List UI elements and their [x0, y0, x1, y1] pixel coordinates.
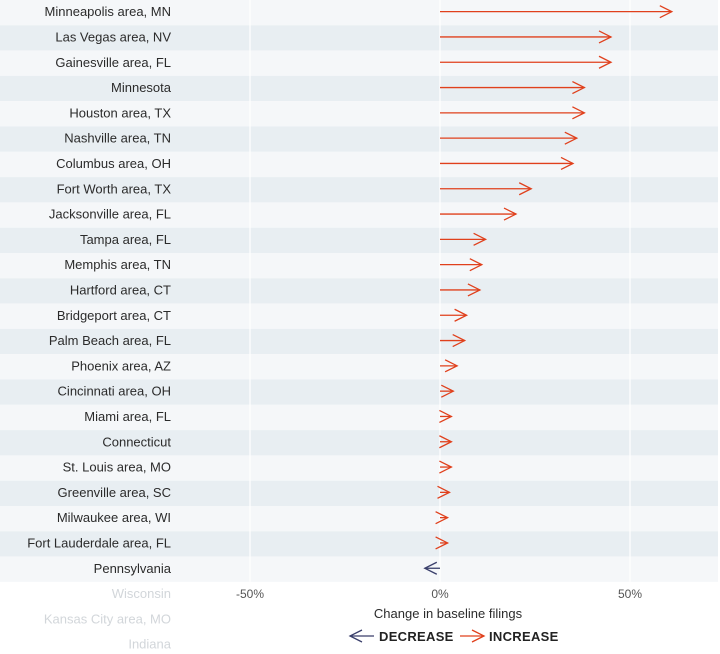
row-band	[0, 506, 718, 532]
legend-arrow-head	[471, 629, 486, 643]
arrow-head	[598, 30, 613, 44]
gridlines	[249, 0, 631, 582]
arrow-head	[467, 283, 482, 297]
arrow-head	[572, 106, 586, 120]
arrow-head	[452, 333, 467, 348]
arrow-head	[439, 460, 453, 474]
row-label: Minneapolis area, MN	[45, 4, 171, 19]
row-label: Minnesota	[111, 80, 172, 95]
row-label: Greenville area, SC	[58, 485, 171, 500]
row-label: Kansas City area, MO	[44, 611, 171, 626]
row-label: Palm Beach area, FL	[49, 333, 171, 348]
row-label: Las Vegas area, NV	[55, 29, 171, 44]
row-label: Miami area, FL	[84, 409, 171, 424]
row-band	[0, 430, 718, 456]
row-band	[0, 531, 718, 557]
x-tick-label: 50%	[618, 587, 642, 601]
row-label: Connecticut	[102, 434, 171, 449]
arrow-head	[454, 308, 469, 322]
legend-item: INCREASE	[460, 629, 559, 644]
x-axis-ticks: -50% 0% 50%	[236, 587, 642, 601]
legend-item: DECREASE	[348, 629, 454, 644]
row-band	[0, 253, 718, 279]
row-label: Phoenix area, AZ	[71, 358, 171, 373]
row-band	[0, 404, 718, 431]
row-band	[0, 354, 718, 380]
row-band	[0, 177, 718, 203]
arrow-head	[435, 511, 450, 525]
row-label: Gainesville area, FL	[55, 55, 171, 70]
row-label: Fort Worth area, TX	[57, 181, 172, 196]
row-band	[0, 101, 718, 127]
row-band	[0, 0, 718, 26]
arrow-head	[503, 207, 518, 221]
arrow-head	[598, 55, 613, 69]
row-band	[0, 480, 718, 506]
row-labels: Minneapolis area, MN Las Vegas area, NV Ga…	[27, 4, 172, 652]
arrow-head	[444, 359, 459, 373]
row-band	[0, 303, 718, 329]
arrow-head	[572, 80, 586, 95]
row-label: Wisconsin	[112, 586, 171, 601]
arrow-head	[659, 5, 674, 19]
row-label: Houston area, TX	[69, 105, 171, 120]
row-label: Hartford area, CT	[70, 282, 171, 297]
x-tick-label: 0%	[431, 587, 449, 601]
arrow-head	[473, 232, 488, 246]
row-band	[0, 126, 718, 152]
row-band	[0, 556, 718, 582]
row-label: St. Louis area, MO	[63, 460, 171, 475]
arrow-head	[518, 182, 533, 196]
row-label: Jacksonville area, FL	[49, 207, 171, 222]
legend-label: INCREASE	[489, 629, 559, 644]
legend-label: DECREASE	[379, 629, 454, 644]
row-band	[0, 328, 718, 355]
arrow-head	[435, 536, 450, 550]
arrow-head	[469, 258, 484, 272]
arrow-head	[441, 384, 455, 398]
row-label: Fort Lauderdale area, FL	[27, 535, 171, 550]
arrow-head	[423, 561, 438, 575]
row-band	[0, 151, 718, 178]
row-band	[0, 227, 718, 253]
arrow-head	[439, 409, 453, 424]
row-label: Bridgeport area, CT	[57, 308, 171, 323]
row-band	[0, 50, 718, 76]
row-label: Cincinnati area, OH	[58, 384, 171, 399]
arrow-marks	[423, 5, 674, 575]
legend: DECREASE INCREASE	[348, 629, 559, 644]
row-label: Pennsylvania	[94, 561, 172, 576]
row-band	[0, 25, 718, 51]
arrow-head	[560, 156, 575, 171]
row-band	[0, 278, 718, 304]
row-label: Columbus area, OH	[56, 156, 171, 171]
arrow-head	[564, 131, 579, 145]
row-label: Indiana	[128, 637, 171, 652]
legend-arrow-head	[348, 629, 363, 643]
arrow-head	[439, 435, 453, 449]
arrow-head	[437, 485, 451, 499]
row-label: Nashville area, TN	[64, 131, 171, 146]
row-bands	[0, 0, 718, 582]
row-band	[0, 202, 718, 228]
row-label: Memphis area, TN	[64, 257, 171, 272]
x-tick-label: -50%	[236, 587, 264, 601]
x-axis-title: Change in baseline filings	[374, 606, 523, 621]
row-label: Milwaukee area, WI	[57, 510, 171, 525]
row-band	[0, 75, 718, 102]
row-band	[0, 455, 718, 481]
row-label: Tampa area, FL	[80, 232, 171, 247]
row-band	[0, 379, 718, 405]
